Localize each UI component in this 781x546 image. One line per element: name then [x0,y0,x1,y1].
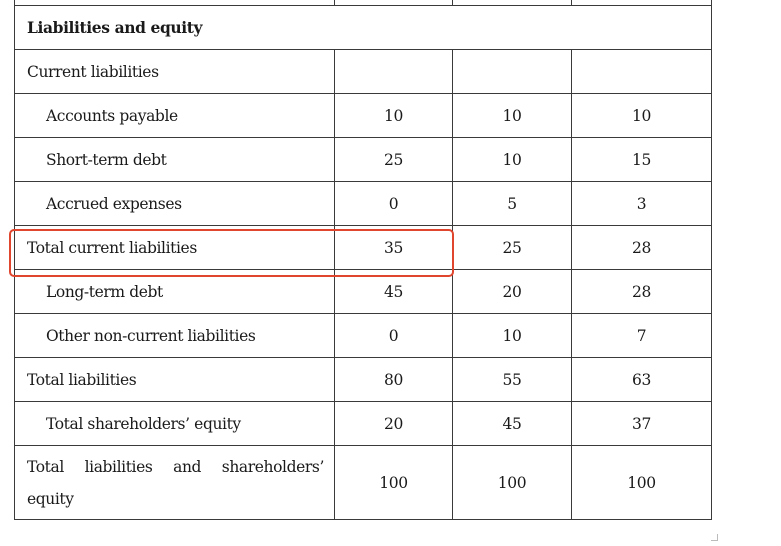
row-value: 63 [571,357,712,402]
table-row: Other non-current liabilities 0 10 7 [14,313,712,358]
row-label: Accounts payable [14,93,335,138]
row-value: 28 [571,225,712,270]
resize-corner-mark [711,534,718,541]
row-value: 10 [452,93,572,138]
row-label: Other non-current liabilities [14,313,335,358]
row-value: 45 [452,401,572,446]
row-value: 28 [571,269,712,314]
row-value: 0 [334,313,453,358]
row-label: Total shareholders’ equity [14,401,335,446]
liabilities-table: Liabilities and equity Current liabiliti… [14,0,712,520]
row-label: Accrued expenses [14,181,335,226]
row-value: 25 [334,137,453,182]
row-label: Long-term debt [14,269,335,314]
row-label: Short-term debt [14,137,335,182]
row-value: 10 [452,137,572,182]
table-row: Long-term debt 45 20 28 [14,269,712,314]
row-value [334,49,453,94]
row-value: 5 [452,181,572,226]
row-value: 20 [334,401,453,446]
row-value: 3 [571,181,712,226]
row-value: 80 [334,357,453,402]
table-row: Total liabilities and shareholders’ equi… [14,445,712,520]
row-value: 100 [452,445,572,520]
table-row: Accounts payable 10 10 10 [14,93,712,138]
row-value: 35 [334,225,453,270]
row-value [571,49,712,94]
row-value: 15 [571,137,712,182]
section-header-row: Liabilities and equity [14,5,712,50]
table-row-highlighted: Total current liabilities 35 25 28 [14,225,712,270]
row-value [452,49,572,94]
row-value: 10 [452,313,572,358]
row-value: 0 [334,181,453,226]
table-row: Total shareholders’ equity 20 45 37 [14,401,712,446]
table-row: Total liabilities 80 55 63 [14,357,712,402]
row-value: 100 [571,445,712,520]
section-header: Liabilities and equity [14,5,712,50]
row-value: 20 [452,269,572,314]
row-value: 7 [571,313,712,358]
row-value: 100 [334,445,453,520]
row-value: 10 [571,93,712,138]
row-label: Total current liabilities [14,225,335,270]
table-row: Current liabilities [14,49,712,94]
row-value: 45 [334,269,453,314]
table-row: Accrued expenses 0 5 3 [14,181,712,226]
row-value: 37 [571,401,712,446]
row-label: Total liabilities and shareholders’ equi… [14,445,335,520]
row-label: Current liabilities [14,49,335,94]
row-value: 25 [452,225,572,270]
row-value: 10 [334,93,453,138]
row-label: Total liabilities [14,357,335,402]
row-value: 55 [452,357,572,402]
table-row: Short-term debt 25 10 15 [14,137,712,182]
